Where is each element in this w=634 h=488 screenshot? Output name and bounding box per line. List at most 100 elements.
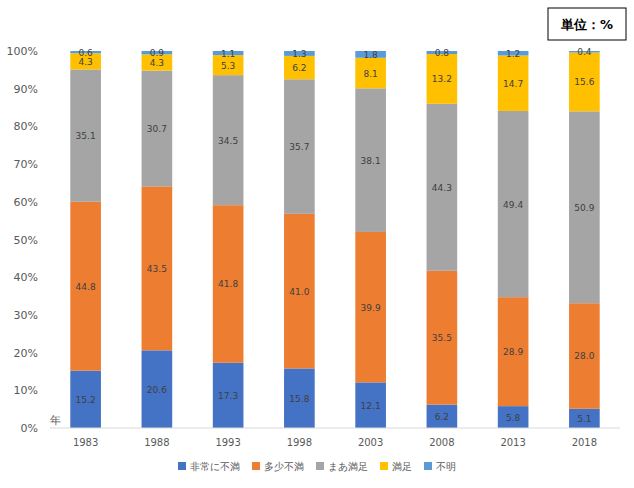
bar-segment xyxy=(355,58,386,89)
y-tick-label: 0% xyxy=(21,422,38,435)
data-label: 34.5 xyxy=(218,136,238,146)
data-label: 15.2 xyxy=(76,395,96,405)
background xyxy=(0,0,634,488)
data-label: 1.3 xyxy=(292,49,306,59)
data-label: 41.0 xyxy=(289,287,309,297)
x-tick-label: 2013 xyxy=(500,437,525,448)
bar-segment xyxy=(284,56,315,79)
data-label: 6.2 xyxy=(435,412,449,422)
data-label: 0.6 xyxy=(78,48,93,58)
bar-segment xyxy=(498,111,529,297)
data-label: 17.3 xyxy=(218,391,238,401)
legend-label: 満足 xyxy=(392,461,412,472)
data-label: 13.2 xyxy=(432,74,452,84)
y-tick-label: 30% xyxy=(14,309,38,322)
bar-segment xyxy=(213,363,244,428)
bars xyxy=(70,51,599,428)
axis-line xyxy=(50,428,620,429)
data-label: 35.1 xyxy=(76,131,96,141)
bar-segment xyxy=(355,232,386,382)
data-label: 15.8 xyxy=(289,394,309,404)
bar-segment xyxy=(569,409,600,428)
legend-swatch xyxy=(380,462,388,470)
bar-segment xyxy=(427,104,458,271)
x-tick-label: 1983 xyxy=(73,437,98,448)
data-label: 1.2 xyxy=(506,49,520,59)
data-label: 44.8 xyxy=(76,282,96,292)
bar-segment xyxy=(142,350,173,428)
x-tick-label: 1993 xyxy=(215,437,240,448)
chart: 0%10%20%30%40%50%60%70%80%90%100%15.220.… xyxy=(0,0,634,488)
data-label: 38.1 xyxy=(361,156,381,166)
bar-segment xyxy=(355,88,386,232)
bar-segment xyxy=(284,79,315,214)
bar-segment xyxy=(355,382,386,428)
bar-segment xyxy=(498,406,529,428)
bar-segment xyxy=(569,111,600,303)
unit-box: 単位：% xyxy=(548,8,626,40)
y-tick-label: 50% xyxy=(14,234,38,247)
data-label: 0.4 xyxy=(577,47,592,57)
data-label: 44.3 xyxy=(432,183,452,193)
data-label: 14.7 xyxy=(503,79,523,89)
y-tick-label: 40% xyxy=(14,271,38,284)
legend: 非常に不満多少不満まあ満足満足不明 xyxy=(178,461,456,472)
x-axis: 19831988199319982003200820132018 xyxy=(50,428,620,448)
legend-label: まあ満足 xyxy=(328,461,368,472)
data-label: 6.2 xyxy=(292,63,306,73)
data-label: 8.1 xyxy=(363,69,377,79)
data-label: 43.5 xyxy=(147,264,167,274)
data-label: 35.7 xyxy=(289,142,309,152)
data-label: 4.3 xyxy=(150,58,164,68)
data-label: 39.9 xyxy=(361,303,381,313)
legend-swatch xyxy=(178,462,186,470)
data-label: 49.4 xyxy=(503,200,523,210)
data-label: 1.8 xyxy=(363,50,378,60)
bar-segment xyxy=(70,371,101,428)
x-axis-label: 年 xyxy=(50,414,61,427)
legend-label: 非常に不満 xyxy=(190,461,240,472)
data-label: 5.8 xyxy=(506,413,521,423)
data-label: 28.9 xyxy=(503,347,523,357)
bar-segment xyxy=(427,54,458,104)
bar-segment xyxy=(213,205,244,363)
bar-segment xyxy=(427,405,458,428)
bar-segment xyxy=(142,71,173,187)
bar-segment xyxy=(284,214,315,369)
legend-swatch xyxy=(316,462,324,470)
y-tick-label: 70% xyxy=(14,158,38,171)
data-label: 50.9 xyxy=(574,203,594,213)
bar-segment xyxy=(569,303,600,409)
bar-segment xyxy=(142,186,173,350)
data-label: 15.6 xyxy=(574,77,594,87)
bar-segment xyxy=(70,69,101,201)
data-label: 41.8 xyxy=(218,279,238,289)
data-label: 1.1 xyxy=(221,49,235,59)
bar-segment xyxy=(569,53,600,112)
data-label: 35.5 xyxy=(432,333,452,343)
bar-segment xyxy=(498,297,529,406)
x-tick-label: 1998 xyxy=(287,437,312,448)
bar-segment xyxy=(498,56,529,111)
y-axis: 0% 10% 20% 30% 40% 50% 60% 70% 80% 90% 100% xyxy=(7,45,38,435)
y-tick-label: 80% xyxy=(14,120,38,133)
y-tick-label: 90% xyxy=(14,83,38,96)
bar-segment xyxy=(284,368,315,428)
y-tick-label: 100% xyxy=(7,45,38,58)
data-label: 5.1 xyxy=(577,414,591,424)
data-label: 0.8 xyxy=(435,48,450,58)
data-label: 5.3 xyxy=(221,61,235,71)
x-tick-label: 2018 xyxy=(572,437,597,448)
unit-label: 単位：% xyxy=(560,17,613,32)
bar-segment xyxy=(213,75,244,205)
x-tick-label: 2003 xyxy=(358,437,383,448)
y-tick-label: 20% xyxy=(14,347,38,360)
y-tick-label: 10% xyxy=(14,384,38,397)
legend-label: 不明 xyxy=(436,461,456,472)
data-label: 30.7 xyxy=(147,124,167,134)
data-label: 0.9 xyxy=(150,48,165,58)
y-tick-label: 60% xyxy=(14,196,38,209)
data-label: 4.3 xyxy=(78,57,92,67)
x-tick-label: 1988 xyxy=(144,437,169,448)
data-labels: 15.220.617.315.812.16.25.85.144.843.541.… xyxy=(76,47,595,424)
